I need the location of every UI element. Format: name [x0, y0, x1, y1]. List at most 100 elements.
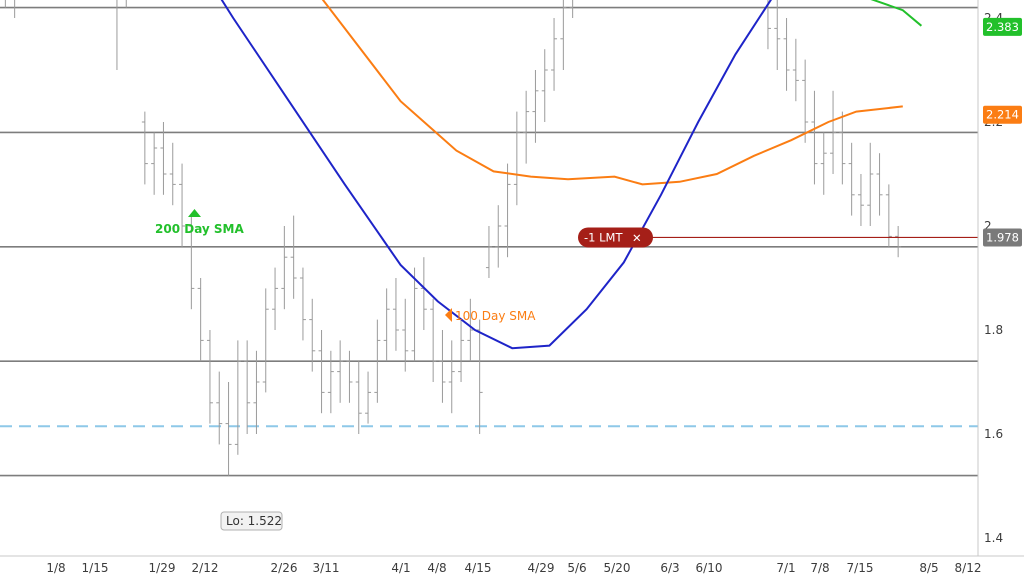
price-badge-label: 2.383 [986, 20, 1019, 34]
price-bar [365, 371, 372, 424]
price-bar [476, 319, 483, 434]
sma-200-line[interactable] [5, 0, 923, 27]
moving-average-lines [5, 0, 923, 350]
price-bar [848, 142, 855, 216]
price-bar [448, 340, 455, 414]
price-bar [234, 340, 241, 455]
date-tick-label: 4/15 [465, 561, 492, 575]
price-bar [116, 0, 118, 70]
price-bar [867, 142, 874, 226]
date-tick-label: 6/10 [696, 561, 723, 575]
price-bar [309, 298, 316, 372]
price-bar [290, 215, 297, 299]
date-tick-label: 4/29 [528, 561, 555, 575]
low-label: Lo: 1.522 [226, 514, 282, 528]
price-bar [253, 350, 260, 434]
order-line[interactable]: -1 LMT ✕ [578, 227, 978, 248]
triangle-left-marker-icon [445, 308, 452, 322]
price-bar [811, 90, 818, 185]
price-bar [430, 298, 437, 382]
price-bar [532, 70, 539, 143]
price-bar [560, 0, 567, 70]
price-bar [206, 330, 213, 424]
price-bar [895, 226, 902, 258]
price-badge-label: 1.978 [986, 230, 1019, 244]
sma-100-label: 100 Day SMA [455, 309, 536, 323]
order-tag-label: -1 LMT [584, 230, 623, 244]
price-bar [402, 298, 409, 372]
price-tick-label: 1.8 [984, 323, 1003, 337]
date-tick-label: 5/20 [604, 561, 631, 575]
price-bar [188, 215, 195, 310]
price-bar [374, 319, 381, 403]
price-bar [169, 142, 176, 206]
price-bar [355, 361, 362, 434]
sma-200-label: 200 Day SMA [155, 222, 245, 236]
order-tag[interactable]: -1 LMT ✕ [578, 227, 653, 248]
date-tick-label: 2/12 [192, 561, 219, 575]
date-tick-label: 5/6 [567, 561, 586, 575]
price-bar [830, 90, 837, 174]
date-tick-label: 4/1 [391, 561, 410, 575]
date-tick-label: 8/5 [919, 561, 938, 575]
price-bar [541, 49, 548, 122]
price-bar [151, 132, 158, 195]
price-bar [767, 0, 771, 50]
price-bar [792, 38, 799, 102]
price-bars [4, 0, 902, 476]
price-bar [216, 371, 223, 445]
time-axis-ticks: 1/8 1/15 1/29 2/12 2/26 3/11 4/1 4/8 4/15 4/29 5/6… [46, 561, 981, 575]
price-axis-bg [978, 0, 1024, 556]
price-bar [262, 288, 269, 393]
low-marker: Lo: 1.522 [220, 511, 283, 531]
price-bar [179, 163, 186, 247]
date-tick-label: 8/12 [955, 561, 982, 575]
price-bar [337, 340, 344, 403]
price-tick-label: 2 [984, 219, 992, 233]
price-bar [458, 319, 465, 382]
price-bar [411, 267, 418, 362]
price-badge: 2.214 [983, 105, 1022, 124]
price-tick-label: 1.6 [984, 427, 1003, 441]
date-tick-label: 6/3 [660, 561, 679, 575]
price-bar [299, 267, 306, 341]
price-bar [244, 340, 251, 434]
price-bar [857, 174, 864, 226]
price-bar [783, 18, 790, 91]
date-tick-label: 7/1 [776, 561, 795, 575]
price-bar [197, 278, 204, 362]
price-bar [485, 226, 492, 278]
date-tick-label: 4/8 [427, 561, 446, 575]
date-tick-label: 7/8 [810, 561, 829, 575]
price-bar [346, 350, 353, 403]
price-bar [551, 18, 558, 91]
price-bar [774, 0, 781, 70]
moving-average-line[interactable] [5, 0, 903, 350]
date-tick-label: 2/26 [271, 561, 298, 575]
price-bar [160, 122, 167, 195]
price-bar [281, 226, 288, 310]
price-bar [495, 205, 502, 268]
price-bar [327, 350, 334, 414]
price-badge-label: 2.214 [986, 108, 1019, 122]
time-axis-bg [0, 556, 1024, 578]
date-tick-label: 1/8 [46, 561, 65, 575]
price-bar [504, 163, 511, 258]
sma-100-line[interactable] [5, 0, 903, 186]
price-bar [383, 288, 390, 362]
price-bar [318, 330, 325, 414]
close-icon[interactable]: ✕ [632, 231, 642, 245]
price-bar [225, 382, 232, 476]
price-bar [392, 278, 399, 351]
price-bar [420, 257, 427, 330]
price-bar [820, 132, 827, 195]
date-tick-label: 7/15 [847, 561, 874, 575]
price-bar [513, 111, 520, 206]
price-bar [876, 153, 883, 216]
date-tick-label: 1/29 [149, 561, 176, 575]
price-badge: 2.383 [983, 17, 1022, 36]
price-bar [141, 111, 148, 185]
date-tick-label: 3/11 [313, 561, 340, 575]
price-bar [272, 267, 279, 330]
